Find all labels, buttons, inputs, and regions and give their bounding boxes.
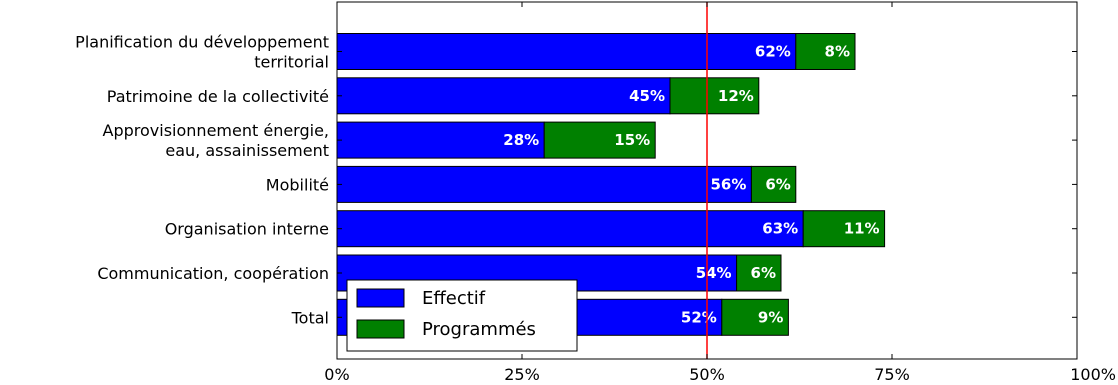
x-tick-label-3: 75% — [874, 365, 910, 384]
bars-layer — [336, 33, 886, 336]
bar-effectif-0 — [336, 33, 797, 70]
bar-label-effectif-5: 54% — [696, 264, 732, 282]
bar-label-programmes-3: 6% — [765, 175, 790, 193]
x-tick-label-2: 50% — [689, 365, 725, 384]
category-label-0-line1: territorial — [254, 53, 329, 72]
bar-programmes-0 — [795, 33, 856, 70]
bar-label-effectif-3: 56% — [710, 175, 746, 193]
category-label-6: Total — [291, 308, 329, 327]
x-tick-label-4: 100% — [1070, 365, 1116, 384]
bar-programmes-1 — [669, 77, 760, 115]
bar-label-programmes-0: 8% — [825, 43, 850, 61]
bar-labels-layer: 62% 8% 45% 12% 28% 15% 56% 6% 63% 11% 54% 6% 52% 9% — [503, 43, 879, 327]
bar-label-programmes-1: 12% — [718, 87, 754, 105]
bar-programmes-5 — [736, 254, 782, 292]
bar-label-effectif-0: 62% — [755, 43, 791, 61]
category-label-4: Organisation interne — [165, 220, 329, 239]
legend: Effectif Programmés — [346, 279, 578, 352]
legend-swatch-effectif — [356, 288, 405, 308]
category-labels: Planification du développementterritoria… — [75, 33, 329, 328]
legend-label-effectif: Effectif — [422, 288, 486, 309]
bar-label-programmes-6: 9% — [758, 308, 783, 326]
legend-swatch-programmes — [356, 319, 405, 339]
bar-programmes-3 — [750, 165, 797, 203]
bar-effectif-2 — [336, 121, 545, 159]
bar-effectif-1 — [336, 77, 671, 115]
bar-programmes-2 — [543, 121, 656, 159]
bar-programmes-4 — [802, 210, 886, 248]
bar-programmes-6 — [721, 298, 789, 336]
axis-ticks — [336, 2, 1078, 359]
category-label-1: Patrimoine de la collectivité — [107, 87, 329, 106]
bar-label-effectif-1: 45% — [629, 87, 665, 105]
category-label-2-line1: eau, assainissement — [165, 141, 329, 160]
bar-label-effectif-2: 28% — [503, 131, 539, 149]
legend-label-programmes: Programmés — [422, 319, 536, 340]
bar-label-programmes-4: 11% — [844, 220, 880, 238]
bar-label-effectif-6: 52% — [681, 308, 717, 326]
bar-label-effectif-4: 63% — [762, 220, 798, 238]
bar-effectif-4 — [336, 210, 804, 248]
x-tick-labels: 0% 25% 50% 75% 100% — [324, 365, 1116, 384]
category-label-2-line0: Approvisionnement énergie, — [103, 121, 329, 140]
bar-label-programmes-5: 6% — [751, 264, 776, 282]
category-label-5: Communication, coopération — [97, 264, 329, 283]
category-label-3: Mobilité — [266, 175, 329, 194]
x-tick-label-1: 25% — [504, 365, 540, 384]
bar-label-programmes-2: 15% — [614, 131, 650, 149]
bar-effectif-3 — [336, 165, 752, 203]
category-label-0-line0: Planification du développement — [75, 33, 329, 52]
x-tick-label-0: 0% — [324, 365, 349, 384]
